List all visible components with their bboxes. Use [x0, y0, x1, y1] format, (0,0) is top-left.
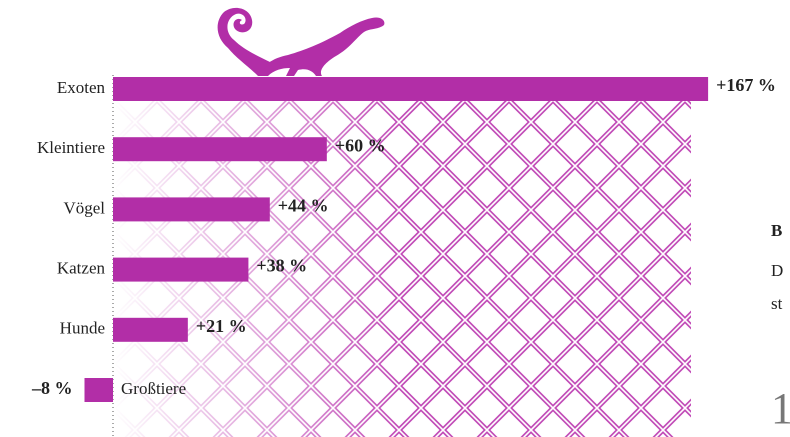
side-text: B — [771, 221, 782, 240]
side-text: D — [771, 261, 783, 280]
bar — [113, 77, 709, 101]
bar — [113, 137, 327, 162]
value-label: –8 % — [31, 378, 73, 398]
bar — [113, 197, 270, 222]
value-label: +60 % — [335, 135, 386, 155]
category-label: Katzen — [57, 259, 106, 278]
side-text: 1 — [771, 384, 790, 433]
bar — [113, 257, 249, 282]
value-label: +21 % — [196, 316, 247, 336]
value-label: +44 % — [278, 196, 329, 216]
category-label: Hunde — [60, 319, 105, 338]
chameleon — [217, 7, 385, 77]
category-label: Vögel — [63, 198, 105, 217]
category-label: Exoten — [57, 78, 106, 97]
bar — [84, 378, 114, 402]
category-label: Großtiere — [121, 379, 186, 398]
value-label: +38 % — [256, 256, 307, 276]
bar — [113, 317, 188, 342]
value-label: +167 % — [716, 75, 776, 95]
category-label: Kleintiere — [37, 138, 105, 157]
side-text: st — [771, 294, 783, 313]
